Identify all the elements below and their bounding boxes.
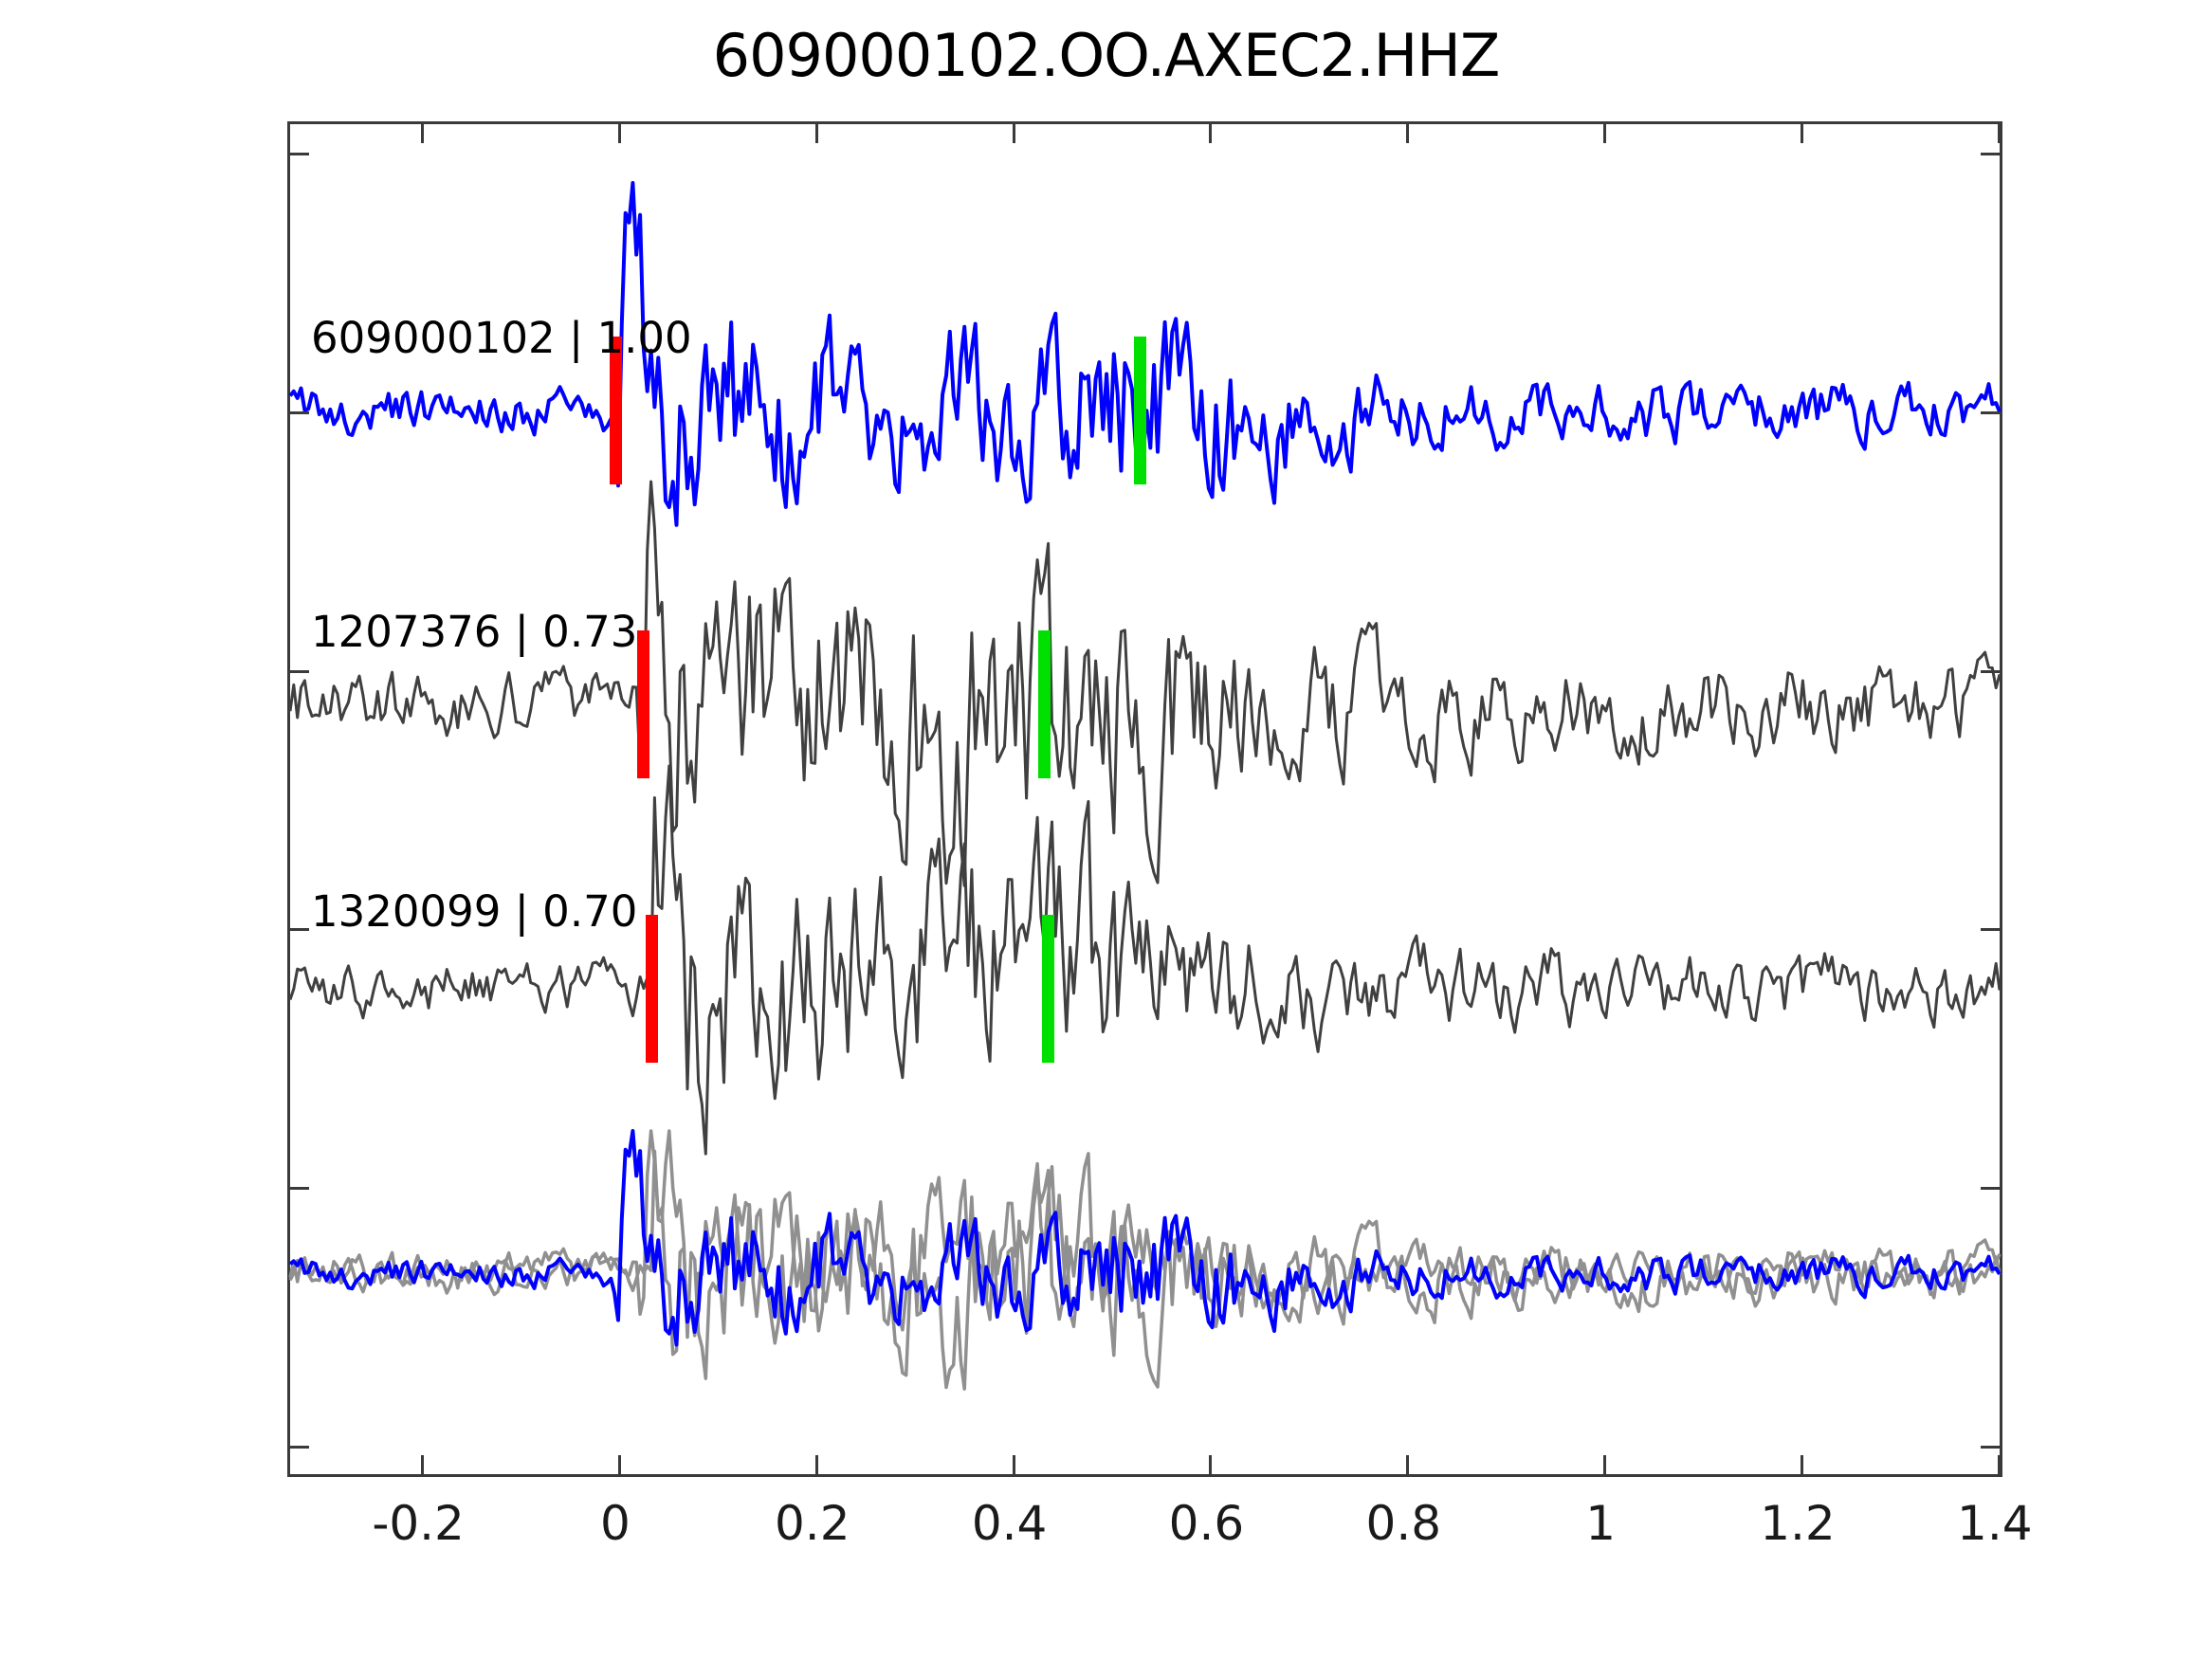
- x-tick-3: [1012, 1455, 1015, 1474]
- plot-frame: [287, 121, 2002, 1477]
- x-tick-label-0: -0.2: [372, 1496, 465, 1551]
- page-title: 609000102.OO.AXEC2.HHZ: [712, 21, 1501, 90]
- x-tick-0: [421, 1455, 425, 1474]
- x-tick-top-3: [1012, 124, 1015, 143]
- y-tick-right-5: [1981, 1446, 2000, 1449]
- x-tick-label-7: 1.2: [1760, 1496, 1836, 1551]
- p-pick-marker-1320099: [646, 915, 659, 1063]
- x-tick-top-0: [421, 124, 425, 143]
- x-tick-top-4: [1209, 124, 1213, 143]
- y-tick-0: [290, 153, 309, 155]
- x-tick-1: [617, 1455, 621, 1474]
- overlay-waveform-609000102: [288, 1129, 2002, 1347]
- y-tick-right-0: [1981, 153, 2000, 155]
- y-tick-4: [290, 1187, 309, 1191]
- x-tick-7: [1800, 1455, 1803, 1474]
- waveform-canvas: [288, 181, 2002, 1391]
- p-pick-marker-609000102: [609, 337, 622, 484]
- y-tick-5: [290, 1446, 309, 1449]
- x-tick-label-2: 0.2: [775, 1496, 850, 1551]
- y-tick-1: [290, 410, 309, 414]
- trace-label-609000102: 609000102 | 1.00: [311, 313, 692, 363]
- waveform-1207376: [288, 480, 2002, 887]
- s-pick-marker-1207376: [1037, 630, 1051, 778]
- trace-label-1207376: 1207376 | 0.73: [311, 607, 638, 657]
- trace-label-1320099: 1320099 | 0.70: [311, 886, 638, 937]
- x-tick-top-6: [1603, 124, 1607, 143]
- x-tick-top-8: [1997, 124, 2001, 143]
- y-tick-right-2: [1981, 669, 2000, 673]
- overlay-waveform-1207376: [288, 1129, 2002, 1391]
- plot-area: [288, 124, 2002, 1474]
- x-tick-label-1: 0: [600, 1496, 631, 1551]
- x-tick-top-5: [1406, 124, 1410, 143]
- x-tick-6: [1603, 1455, 1607, 1474]
- p-pick-marker-1207376: [637, 630, 650, 778]
- y-tick-right-4: [1981, 1187, 2000, 1191]
- x-tick-label-3: 0.4: [971, 1496, 1048, 1551]
- y-tick-2: [290, 669, 309, 673]
- x-tick-label-5: 0.8: [1365, 1496, 1442, 1551]
- waveform-1320099: [288, 764, 2002, 1156]
- x-tick-label-4: 0.6: [1168, 1496, 1245, 1551]
- s-pick-marker-609000102: [1133, 337, 1146, 484]
- y-tick-right-1: [1981, 410, 2000, 414]
- s-pick-marker-1320099: [1042, 915, 1055, 1063]
- x-tick-2: [814, 1455, 818, 1474]
- x-tick-top-7: [1800, 124, 1803, 143]
- x-tick-top-2: [814, 124, 818, 143]
- x-tick-label-8: 1.4: [1957, 1496, 2033, 1551]
- x-tick-5: [1406, 1455, 1410, 1474]
- y-tick-3: [290, 928, 309, 932]
- x-tick-top-1: [617, 124, 621, 143]
- x-tick-label-6: 1: [1585, 1496, 1617, 1551]
- x-tick-4: [1209, 1455, 1213, 1474]
- y-tick-right-3: [1981, 928, 2000, 932]
- x-tick-8: [1997, 1455, 2001, 1474]
